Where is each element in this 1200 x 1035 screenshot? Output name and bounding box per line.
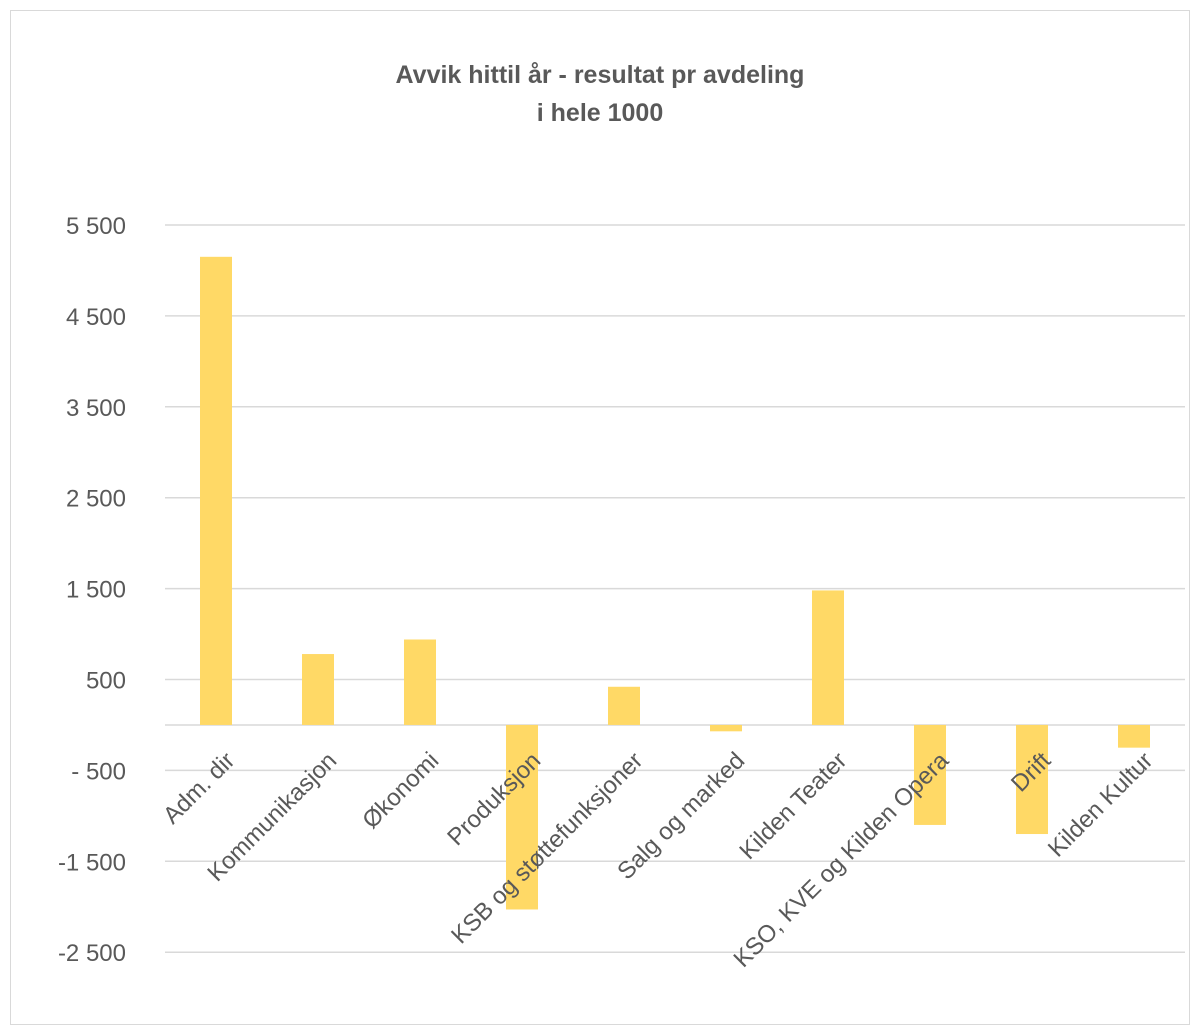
chart-subtitle-line: i hele 1000	[536, 99, 664, 127]
bar	[302, 654, 334, 725]
bar	[710, 724, 742, 732]
bar	[200, 256, 232, 725]
x-category-label: Økonomi	[357, 747, 444, 834]
y-tick-label: 5 500	[66, 213, 126, 240]
bar	[1118, 724, 1150, 748]
y-tick-label: 500	[86, 668, 126, 695]
chart-title-line: Avvik hittil år - resultat pr avdeling	[395, 61, 805, 89]
bar	[1016, 724, 1048, 835]
y-tick-label: 4 500	[66, 304, 126, 331]
x-category-label: Adm. dir	[158, 747, 240, 829]
y-tick-label: 3 500	[66, 395, 126, 422]
bar	[608, 686, 640, 725]
bar	[404, 639, 436, 725]
x-category-label: KSO, KVE og Kilden Opera	[729, 747, 955, 973]
y-tick-label: 1 500	[66, 577, 126, 604]
y-tick-label: 2 500	[66, 486, 126, 513]
x-category-label: KSB og støttefunksjoner	[446, 747, 648, 949]
bar	[914, 724, 946, 825]
y-tick-label: - 500	[71, 758, 126, 785]
x-category-label: Kilden Kultur	[1043, 747, 1158, 862]
bar	[506, 724, 538, 910]
chart-title: Avvik hittil år - resultat pr avdeling i…	[0, 56, 1200, 132]
bar	[812, 590, 844, 725]
y-tick-label: -2 500	[58, 940, 126, 967]
y-tick-label: -1 500	[58, 849, 126, 876]
x-category-label: Drift	[1006, 747, 1056, 797]
